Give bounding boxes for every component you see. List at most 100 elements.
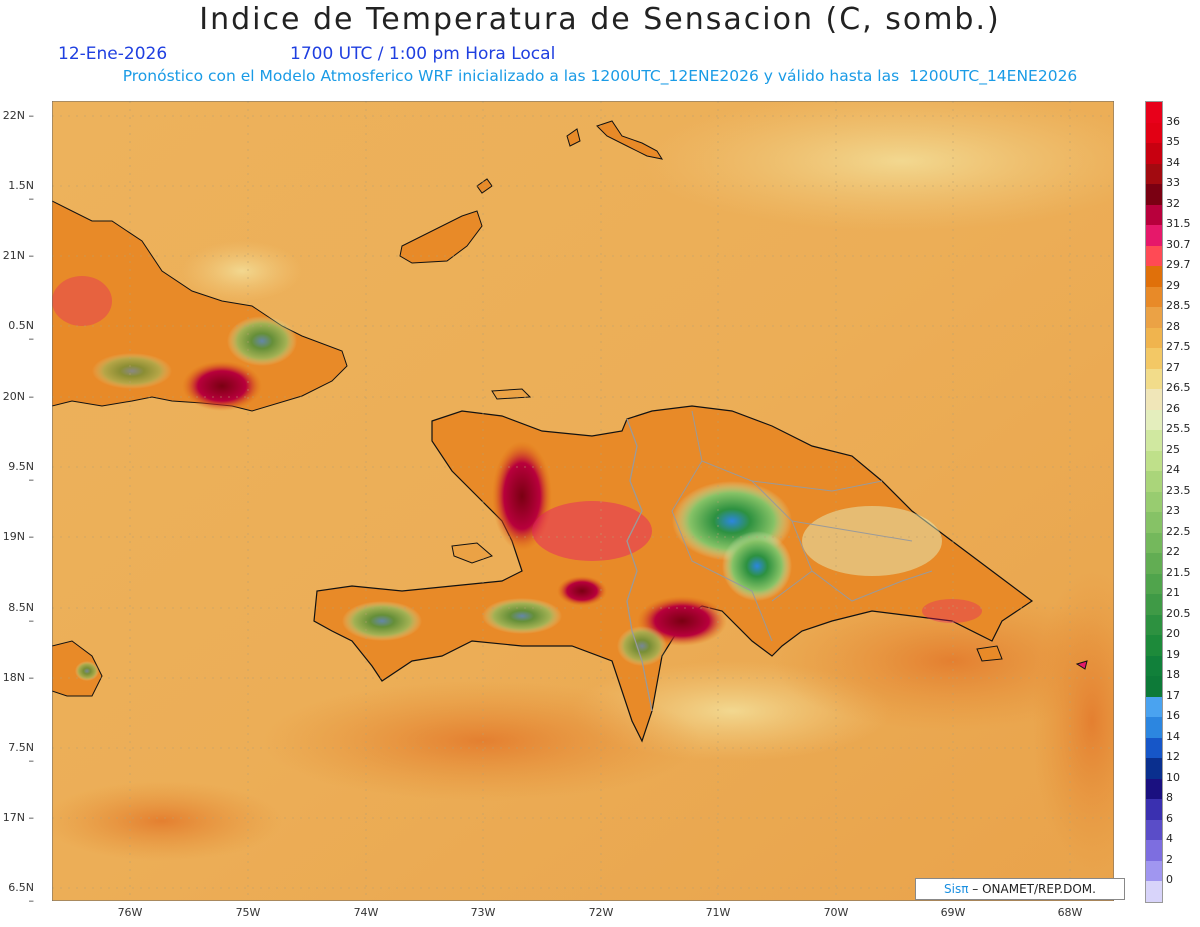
- colorbar-label: 25.5: [1166, 422, 1191, 436]
- colorbar-label: 18: [1166, 668, 1180, 682]
- colorbar-segment: [1146, 594, 1162, 616]
- haiti-green-zone: [617, 626, 667, 666]
- haiti-green-zone: [482, 598, 562, 634]
- haiti-green-zone: [342, 601, 422, 641]
- colorbar-label: 20.5: [1166, 606, 1191, 620]
- colorbar-label: 14: [1166, 729, 1180, 743]
- colorbar-label: 28: [1166, 319, 1180, 333]
- colorbar-segment: [1146, 184, 1162, 206]
- lat-label: 0.5N –: [8, 319, 34, 345]
- colorbar-label: 8: [1166, 791, 1173, 805]
- colorbar-segment: [1146, 635, 1162, 657]
- colorbar-segment: [1146, 717, 1162, 739]
- colorbar-label: 27: [1166, 360, 1180, 374]
- ocean-dark-region: [262, 681, 702, 801]
- colorbar-label: 22.5: [1166, 524, 1191, 538]
- colorbar-segment: [1146, 245, 1162, 267]
- colorbar-label: 35: [1166, 135, 1180, 149]
- lat-label: 8.5N –: [8, 601, 34, 627]
- colorbar-label: 6: [1166, 811, 1173, 825]
- cuba-green-zone: [92, 353, 172, 389]
- lat-label: 17N –: [2, 811, 34, 824]
- colorbar-segment: [1146, 655, 1162, 677]
- colorbar-label: 26: [1166, 401, 1180, 415]
- colorbar-segment: [1146, 389, 1162, 411]
- lon-label: 76W: [117, 906, 143, 919]
- southeast-pink-zone: [922, 599, 982, 623]
- colorbar-label: 12: [1166, 750, 1180, 764]
- ocean-dark-region: [52, 781, 282, 861]
- gonave-island: [451, 542, 493, 564]
- lon-label: 68W: [1057, 906, 1083, 919]
- lat-label: 22N –: [2, 109, 34, 122]
- colorbar-segment: [1146, 553, 1162, 575]
- colorbar-label: 21.5: [1166, 565, 1191, 579]
- colorbar-label: 31.5: [1166, 217, 1191, 231]
- cuba-green-zone: [227, 316, 297, 366]
- colorbar-segment: [1146, 881, 1162, 903]
- colorbar-label: 16: [1166, 709, 1180, 723]
- colorbar-label: 0: [1166, 873, 1173, 887]
- colorbar-segment: [1146, 737, 1162, 759]
- colorbar-label: 33: [1166, 176, 1180, 190]
- colorbar-label: 21: [1166, 586, 1180, 600]
- colorbar-segment: [1146, 430, 1162, 452]
- colorbar-label: 4: [1166, 832, 1173, 846]
- colorbar-label: 24: [1166, 463, 1180, 477]
- lon-label: 74W: [353, 906, 379, 919]
- lat-label: 20N –: [2, 390, 34, 403]
- colorbar-segment: [1146, 307, 1162, 329]
- lon-label: 71W: [705, 906, 731, 919]
- lon-label: 73W: [470, 906, 496, 919]
- credit-text: – ONAMET/REP.DOM.: [972, 882, 1096, 896]
- colorbar-label: 27.5: [1166, 340, 1191, 354]
- colorbar-label: 17: [1166, 688, 1180, 702]
- credit-brand: Sisπ: [944, 882, 969, 896]
- colorbar-segment: [1146, 840, 1162, 862]
- island: [566, 128, 581, 147]
- colorbar-segment: [1146, 512, 1162, 534]
- lon-label: 70W: [823, 906, 849, 919]
- lat-label: 19N –: [2, 530, 34, 543]
- haiti-hot-zone: [492, 441, 552, 551]
- colorbar-segment: [1146, 778, 1162, 800]
- ocean-dark-region: [772, 591, 1114, 731]
- lat-label: 6.5N –: [8, 881, 34, 907]
- colorbar-segment: [1146, 799, 1162, 821]
- ocean-light-region: [642, 101, 1114, 231]
- haiti-pink-zone: [532, 501, 652, 561]
- lat-label: 9.5N –: [8, 460, 34, 486]
- colorbar-segment: [1146, 819, 1162, 841]
- colorbar-label: 25: [1166, 442, 1180, 456]
- lon-gridlines: [129, 101, 1071, 901]
- tortuga-island: [491, 388, 532, 400]
- colorbar-segment: [1146, 204, 1162, 226]
- colorbar-label: 26.5: [1166, 381, 1191, 395]
- lon-label: 75W: [235, 906, 261, 919]
- colorbar-segment: [1146, 102, 1162, 123]
- lon-label: 72W: [588, 906, 614, 919]
- colorbar-segment: [1146, 450, 1162, 472]
- colorbar-segment: [1146, 348, 1162, 370]
- credit-box: Sisπ – ONAMET/REP.DOM.: [915, 878, 1125, 900]
- colorbar-label: 30.7: [1166, 237, 1191, 251]
- province-border: [671, 410, 933, 642]
- great-inagua-island: [399, 210, 483, 264]
- colorbar-label: 34: [1166, 155, 1180, 169]
- colorbar-label: 32: [1166, 196, 1180, 210]
- model-info: Pronóstico con el Modelo Atmosferico WRF…: [122, 67, 1078, 85]
- colorbar-label: 29.7: [1166, 258, 1191, 272]
- colorbar-label: 22: [1166, 545, 1180, 559]
- heat-index-map: [52, 101, 1114, 901]
- cuba-hot-zone: [182, 361, 262, 411]
- ocean-dark-region: [1032, 571, 1114, 871]
- colorbar-segment: [1146, 163, 1162, 185]
- colorbar-segment: [1146, 573, 1162, 595]
- colorbar-segment: [1146, 614, 1162, 636]
- lat-label: 21N –: [2, 249, 34, 262]
- colorbar-segment: [1146, 368, 1162, 390]
- lat-gridlines: [52, 115, 1114, 889]
- colorbar-segment: [1146, 122, 1162, 144]
- forecast-time: 1700 UTC / 1:00 pm Hora Local: [290, 44, 556, 64]
- mona-island: [1075, 660, 1088, 670]
